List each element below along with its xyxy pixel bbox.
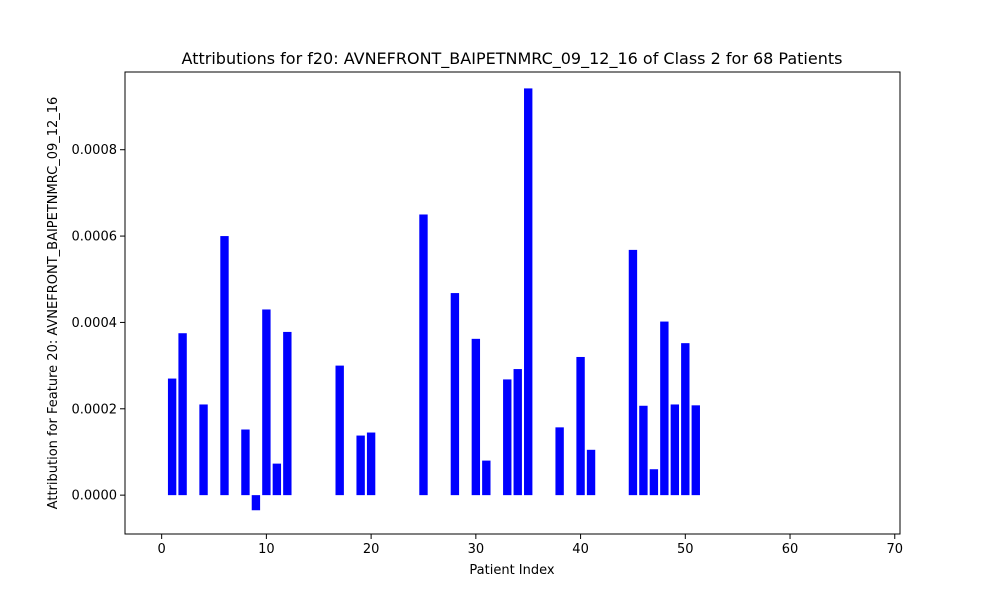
x-tick-label: 40 — [572, 542, 589, 557]
bar-patient-9 — [251, 495, 261, 511]
bar-patient-31 — [482, 460, 491, 496]
x-tick-label: 0 — [158, 542, 166, 557]
y-tick-label: 0.0000 — [72, 489, 118, 504]
x-tick-label: 20 — [363, 542, 380, 557]
bar-patient-51 — [691, 405, 700, 496]
bar-patient-48 — [660, 321, 669, 496]
bar-patient-2 — [178, 333, 187, 496]
bar-patient-47 — [649, 469, 659, 496]
bar-patient-35 — [524, 88, 533, 496]
y-axis-ticks: 0.0000 0.0002 0.0004 0.0006 0.0008 — [72, 143, 125, 504]
y-tick-label: 0.0004 — [72, 316, 118, 331]
x-axis-label: Patient Index — [469, 563, 554, 578]
bar-patient-20 — [366, 432, 376, 496]
x-tick-label: 60 — [782, 542, 799, 557]
x-tick-label: 50 — [677, 542, 694, 557]
bar-patient-34 — [513, 369, 522, 496]
y-tick-label: 0.0002 — [72, 402, 118, 417]
bar-patient-38 — [555, 427, 564, 496]
x-tick-label: 30 — [468, 542, 485, 557]
bar-patient-1 — [167, 378, 177, 496]
bar-patient-11 — [272, 463, 282, 496]
bar-patient-40 — [576, 356, 585, 496]
bar-patient-8 — [241, 429, 250, 496]
bar-patient-30 — [471, 338, 481, 496]
bar-patient-4 — [199, 404, 208, 496]
bars-group — [167, 88, 700, 511]
bar-patient-50 — [681, 343, 690, 496]
bar-patient-41 — [586, 449, 596, 496]
bar-patient-12 — [283, 331, 292, 496]
bar-patient-49 — [670, 404, 680, 496]
y-axis-label: Attribution for Feature 20: AVNEFRONT_BA… — [46, 97, 61, 510]
plot-frame — [124, 71, 901, 535]
y-tick-label: 0.0006 — [72, 230, 118, 245]
y-tick-label: 0.0008 — [72, 143, 118, 158]
bar-patient-28 — [450, 293, 460, 496]
x-axis-ticks: 0 10 20 30 40 50 60 70 — [158, 534, 903, 557]
bar-patient-19 — [356, 435, 365, 496]
bar-patient-17 — [335, 365, 344, 496]
bar-patient-25 — [419, 214, 428, 496]
bar-patient-6 — [220, 236, 229, 496]
bar-patient-46 — [639, 405, 648, 496]
bar-patient-45 — [628, 249, 638, 496]
x-tick-label: 10 — [258, 542, 275, 557]
chart-title: Attributions for f20: AVNEFRONT_BAIPETNM… — [182, 49, 843, 69]
x-tick-label: 70 — [886, 542, 903, 557]
bar-patient-33 — [503, 379, 512, 496]
bar-patient-10 — [262, 309, 271, 496]
